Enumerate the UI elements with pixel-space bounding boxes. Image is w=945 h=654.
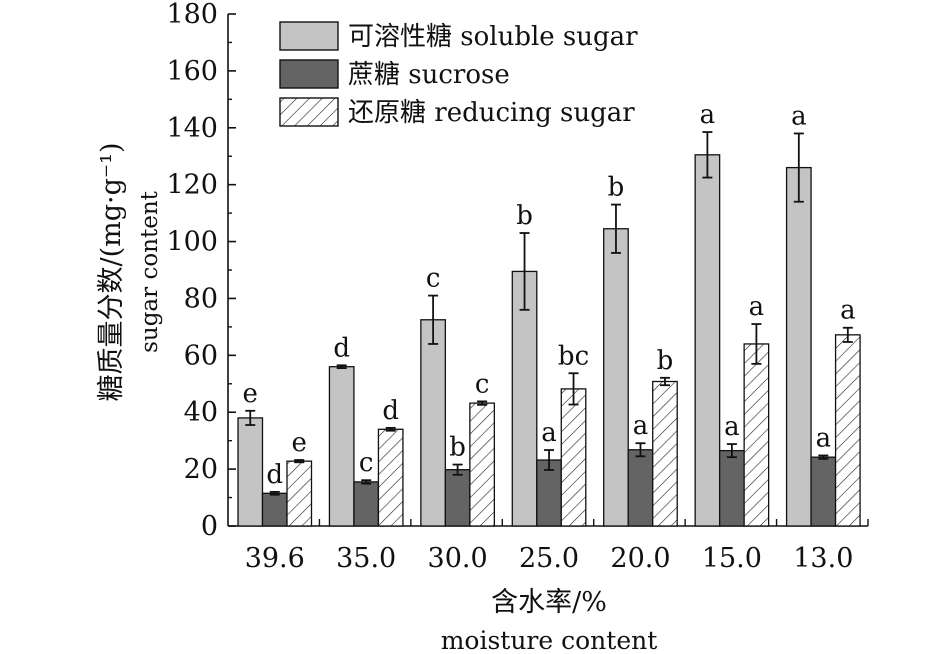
bar [328,366,355,527]
significance-letter: a [541,418,557,448]
x-tick-label: 13.0 [793,543,853,574]
bar [353,481,380,527]
bar [560,388,587,527]
legend-swatch [279,21,339,51]
x-tick-label: 20.0 [610,543,670,574]
legend-swatch [279,97,339,127]
x-tick-label: 35.0 [336,543,396,574]
significance-letter: a [840,296,856,326]
bar [627,449,654,527]
legend: 可溶性糖 soluble sugar 蔗糖 sucrose 还原糖 reducing… [279,21,638,128]
legend-label: 蔗糖 sucrose [348,60,510,90]
bar [377,428,404,527]
bar [420,319,447,527]
y-tick-label: 0 [201,511,218,542]
x-axis-label-cn: 含水率/% [491,587,607,618]
y-axis-label-cn: 糖质量分数/(mg·g⁻¹) [96,143,127,402]
significance-letter: d [333,333,350,363]
bar [718,449,745,527]
bar [652,380,678,527]
significance-letter: a [791,101,807,131]
bar [743,343,770,527]
bar [785,166,812,527]
y-tick-label: 120 [166,170,218,201]
y-tick-label: 60 [184,340,218,371]
significance-letter: e [243,379,258,409]
significance-letter: a [633,411,649,441]
x-tick-label: 15.0 [702,543,762,574]
x-axis-label-en: moisture content [441,626,658,654]
y-tick-label: 80 [184,283,218,314]
significance-letter: b [657,346,674,376]
significance-letter: b [608,173,625,203]
x-tick-label: 30.0 [428,543,488,574]
axes: 0 20 40 60 80 100 120 140 160 180 39.6 35.0 30.0 25.0… [166,0,869,574]
y-tick-label: 100 [166,227,218,258]
significance-letter: a [724,412,740,442]
y-tick-label: 140 [166,113,218,144]
bar [603,228,629,527]
bar [834,334,861,527]
y-tick-label: 20 [184,454,218,485]
y-tick-label: 180 [166,0,218,30]
significance-letter: b [449,433,466,463]
bar [286,460,313,527]
y-tick-label: 40 [184,397,218,428]
significance-letter: c [426,264,441,294]
significance-letter: c [359,448,374,478]
significance-letter: d [382,396,399,426]
bar [469,402,496,527]
bar [444,469,471,527]
bar [694,154,721,527]
legend-label: 可溶性糖 soluble sugar [348,22,638,52]
bar [261,492,288,527]
bar [810,456,837,527]
significance-letter: a [816,423,832,453]
legend-label: 还原糖 reducing sugar [348,98,635,128]
significance-letter: e [292,428,307,458]
x-tick-label: 39.6 [245,543,305,574]
significance-letter: a [700,100,716,130]
legend-swatch [279,59,339,89]
significance-letter: c [475,369,490,399]
y-axis-label-en: sugar content [137,190,163,353]
significance-letter: a [749,292,765,322]
significance-letter: b [516,201,533,231]
bar [237,417,264,527]
significance-letter: d [266,460,283,490]
y-tick-label: 160 [166,56,218,87]
significance-letter: bc [558,341,589,371]
x-tick-label: 25.0 [519,543,579,574]
